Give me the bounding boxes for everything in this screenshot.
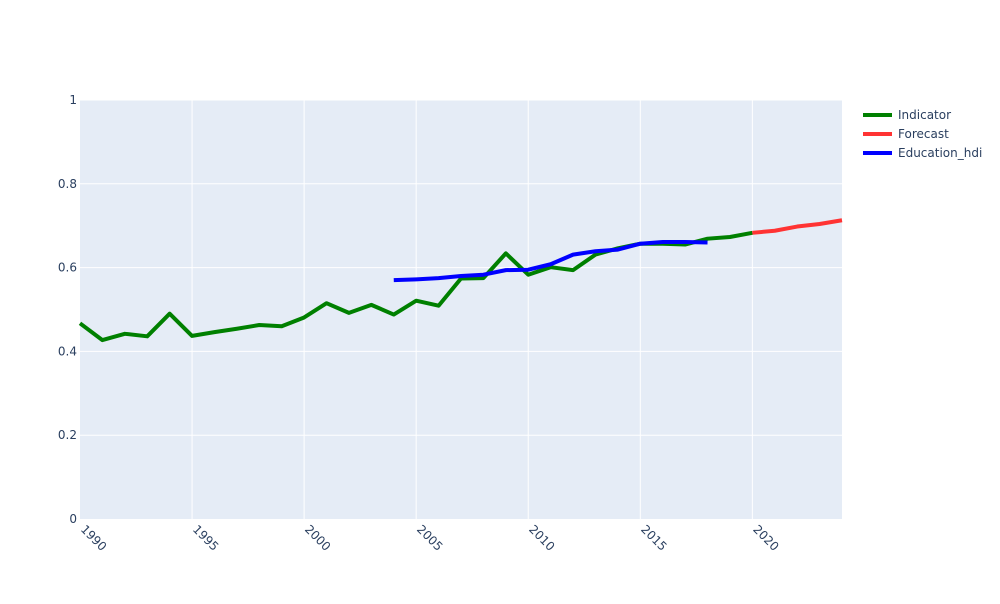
y-tick-label: 1	[69, 93, 77, 107]
grid-layer	[80, 99, 842, 519]
y-tick-label: 0	[69, 512, 77, 526]
x-tick-label: 2015	[638, 522, 669, 553]
y-tick-label: 0.8	[58, 177, 77, 191]
y-tick-label: 0.6	[58, 261, 77, 275]
x-axis: 1990 1995 2000 2005 2010 2015 2020	[78, 522, 782, 553]
series-line-forecast	[752, 218, 843, 235]
y-axis: 0 0.2 0.4 0.6 0.8 1	[58, 93, 77, 526]
x-tick-label: 2005	[414, 522, 445, 553]
legend: Indicator Forecast Education_hdi	[863, 108, 982, 160]
series-line-education-hdi	[393, 240, 708, 283]
x-tick-label: 1995	[190, 522, 221, 553]
plot-area	[80, 100, 842, 519]
x-tick-label: 2000	[302, 522, 333, 553]
legend-label: Education_hdi	[898, 146, 982, 160]
legend-label: Indicator	[898, 108, 951, 122]
series-layer	[78, 218, 843, 343]
y-tick-label: 0.2	[58, 428, 77, 442]
x-tick-label: 2010	[526, 522, 557, 553]
legend-label: Forecast	[898, 127, 949, 141]
x-tick-label: 1990	[78, 522, 109, 553]
y-tick-label: 0.4	[58, 344, 77, 358]
x-tick-label: 2020	[750, 522, 781, 553]
